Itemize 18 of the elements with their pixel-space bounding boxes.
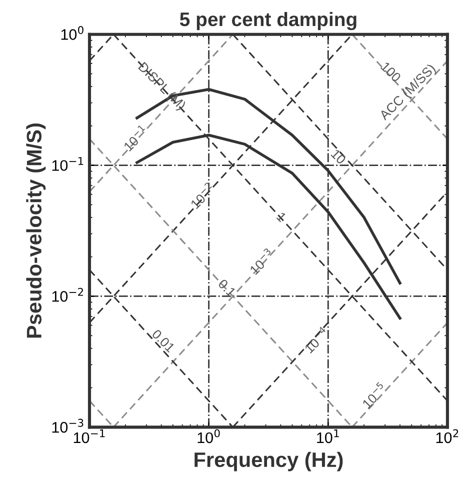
y-axis-title: Pseudo-velocity (M/S): [26, 124, 46, 338]
x-axis-title: Frequency (Hz): [194, 452, 343, 472]
annotation: 10$^{−2}$: [188, 182, 216, 210]
y-tick-label: 10$^{0}$: [61, 26, 84, 40]
annotation: 10$^{−1}$: [121, 124, 149, 152]
annotation: 10: [330, 148, 347, 165]
annotation: 1: [276, 212, 287, 222]
annotation: 10$^{−3}$: [248, 248, 275, 276]
x-tick-label: 10$^{2}$: [436, 429, 458, 444]
annotation: 10$^{−4}$: [302, 326, 330, 354]
x-tick-label: 10$^{0}$: [198, 429, 220, 444]
x-tick-label: 10$^{1}$: [317, 429, 339, 444]
annotation: 100: [380, 61, 402, 83]
y-tick-label: 10$^{−2}$: [52, 288, 84, 302]
chart-title: 5 per cent damping: [180, 12, 356, 30]
annotation: 0.1: [218, 278, 236, 298]
annotation: 10$^{−5}$: [360, 382, 388, 409]
y-tick-label: 10$^{−1}$: [52, 157, 84, 171]
